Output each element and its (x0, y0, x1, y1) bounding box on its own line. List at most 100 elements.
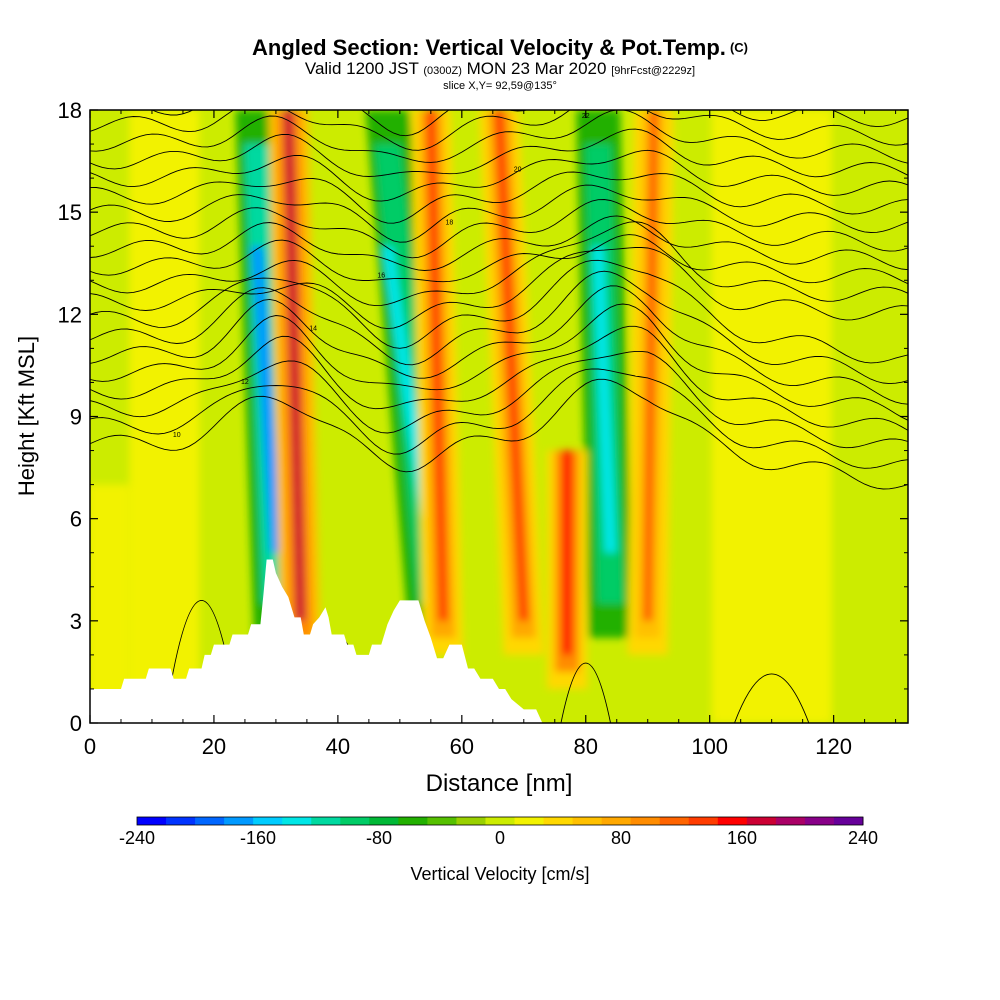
colorbar-swatch (340, 817, 370, 825)
colorbar-swatch (427, 817, 457, 825)
subtitle-date: MON 23 Mar 2020 (466, 59, 607, 78)
colorbar-swatch (717, 817, 748, 825)
x-tick-label: 120 (815, 734, 852, 759)
colorbar-swatch (514, 817, 545, 825)
x-tick-label: 40 (326, 734, 350, 759)
theta-contour-label: 20 (514, 166, 522, 173)
colorbar-frame (136, 816, 864, 826)
x-tick-label: 0 (84, 734, 96, 759)
theta-contour-line (90, 149, 908, 202)
colorbar-tick-label: 0 (495, 828, 505, 848)
colorbar-swatch (775, 817, 806, 825)
colorbar-swatch (688, 817, 719, 825)
theta-contour-line (90, 285, 908, 405)
vertical-velocity-field: 10121416182022 (90, 110, 908, 723)
field-zone (90, 484, 129, 723)
colorbar-swatch (166, 817, 196, 825)
theta-contour-line (90, 303, 908, 421)
updraft-core (283, 110, 306, 621)
subtitle-forecast: [9hrFcst@2229z] (611, 65, 696, 77)
colorbar-swatch (311, 817, 341, 825)
chart-slice-label: slice X,Y= 92,59@135° (443, 80, 557, 92)
y-tick-label: 6 (70, 507, 82, 532)
theta-contour-line (90, 171, 908, 224)
colorbar-tick-label: 240 (848, 828, 878, 848)
colorbar-tick-label: 80 (611, 828, 631, 848)
colorbar-swatch (630, 817, 661, 825)
colorbar-swatch (804, 817, 835, 825)
colorbar-swatch (746, 817, 777, 825)
theta-contour-line (150, 110, 908, 137)
subtitle-utc: (0300Z) (423, 65, 462, 77)
x-tick-label: 20 (202, 734, 226, 759)
theta-contour-line (90, 199, 908, 259)
colorbar-swatch (659, 817, 690, 825)
theta-contour-label: 18 (446, 219, 454, 226)
y-tick-label: 12 (58, 302, 82, 327)
theta-contour-line (90, 215, 908, 271)
theta-contour-line (90, 128, 908, 178)
updraft-core (562, 450, 573, 655)
y-tick-label: 18 (58, 98, 82, 123)
colorbar-swatch (282, 817, 312, 825)
theta-contour-line (734, 673, 810, 723)
theta-contour-line (90, 221, 908, 307)
theta-contour-label: 10 (173, 432, 181, 439)
theta-contour-line (90, 184, 908, 243)
theta-contour-line (90, 325, 908, 431)
y-tick-label: 15 (58, 200, 82, 225)
colorbar-swatch (543, 817, 574, 825)
theta-contour-line (90, 110, 908, 164)
theta-contour-line (90, 247, 908, 330)
title-main-text: Angled Section: Vertical Velocity & Pot.… (252, 35, 726, 60)
theta-contour-line (560, 662, 611, 723)
field-zone (129, 110, 200, 723)
colorbar-swatch (456, 817, 486, 825)
colorbar-swatch (253, 817, 283, 825)
colorbar-swatch (369, 817, 399, 825)
colorbar: -240 -160 -80 0 80 160 240 (119, 816, 878, 848)
chart-title: Angled Section: Vertical Velocity & Pot.… (0, 36, 1000, 60)
colorbar-tick-label: -160 (240, 828, 276, 848)
colorbar-swatch (572, 817, 603, 825)
theta-contour-line (90, 350, 908, 449)
theta-contour-line (90, 378, 908, 490)
colorbar-swatch (833, 817, 864, 825)
theta-contour-label: 12 (241, 379, 249, 386)
y-tick-label: 0 (70, 711, 82, 736)
colorbar-swatch (601, 817, 632, 825)
downdraft-core (251, 246, 282, 553)
y-tick-label: 9 (70, 405, 82, 430)
colorbar-swatch (195, 817, 225, 825)
y-tick-label: 3 (70, 609, 82, 634)
terrain-mask (90, 559, 908, 723)
subtitle-valid: Valid 1200 JST (304, 59, 419, 78)
theta-contour-line (90, 270, 908, 385)
theta-contour-line (90, 368, 908, 469)
colorbar-swatch (398, 817, 428, 825)
x-tick-label: 100 (691, 734, 728, 759)
colorbar-swatch (137, 817, 167, 825)
theta-contour-label: 14 (309, 326, 317, 333)
chart-title-block: Angled Section: Vertical Velocity & Pot.… (0, 36, 1000, 93)
field-zone (711, 110, 832, 723)
x-tick-label: 60 (450, 734, 474, 759)
chart-subtitle: Valid 1200 JST (0300Z) MON 23 Mar 2020 [… (0, 60, 1000, 80)
colorbar-tick-label: -240 (119, 828, 155, 848)
colorbar-label: Vertical Velocity [cm/s] (410, 864, 589, 884)
colorbar-swatch (224, 817, 254, 825)
x-tick-label: 80 (574, 734, 598, 759)
updraft-core (494, 110, 529, 621)
title-main-mark: (C) (729, 40, 748, 55)
updraft-core (425, 110, 449, 621)
theta-contour-line (90, 234, 908, 285)
x-axis-label: Distance [nm] (426, 770, 573, 797)
theta-contour-label: 16 (377, 273, 385, 280)
updraft-core (642, 110, 659, 621)
downdraft-core (592, 246, 617, 553)
theta-contour-line (90, 110, 908, 151)
colorbar-tick-label: 160 (727, 828, 757, 848)
y-axis-label: Height [Kft MSL] (14, 336, 39, 496)
theta-contour-line (90, 259, 908, 364)
